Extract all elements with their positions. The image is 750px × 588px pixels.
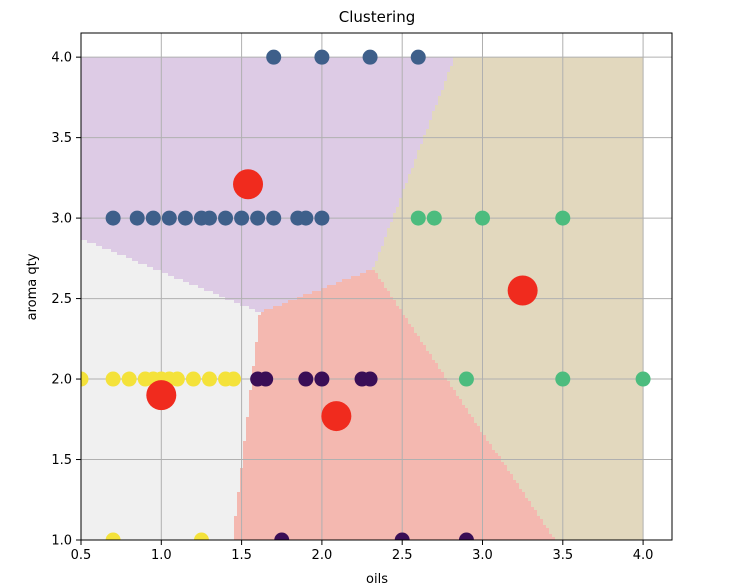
data-point [226, 371, 242, 387]
data-point [105, 532, 121, 540]
data-point [298, 210, 314, 226]
data-point [458, 371, 474, 387]
data-point [218, 210, 234, 226]
data-point [185, 371, 201, 387]
cluster-center [507, 275, 538, 306]
x-tick-label: 4.0 [633, 548, 654, 563]
x-axis-label: oils [366, 572, 388, 587]
x-tick-label: 2.0 [312, 548, 333, 563]
x-tick-label: 3.0 [472, 548, 493, 563]
data-point [314, 210, 330, 226]
data-point [474, 210, 490, 226]
data-point [258, 371, 274, 387]
data-point [266, 49, 282, 65]
data-point [250, 210, 266, 226]
data-point [129, 210, 145, 226]
ticks: 0.5 1.0 1.5 2.0 2.5 3.0 3.5 4.01.01.52.02.53.03… [51, 51, 653, 563]
data-point [314, 371, 330, 387]
y-tick-label: 2.0 [51, 373, 72, 388]
y-tick-label: 3.0 [51, 212, 72, 227]
data-point [201, 210, 217, 226]
data-point [266, 210, 282, 226]
data-point [410, 49, 426, 65]
decision-regions [81, 57, 644, 540]
y-tick-label: 4.0 [51, 51, 72, 66]
x-tick-label: 0.5 [71, 548, 92, 563]
y-axis-label: aroma qty [25, 253, 40, 320]
x-tick-label: 1.0 [151, 548, 172, 563]
data-point [105, 210, 121, 226]
data-point [555, 371, 571, 387]
data-point [458, 532, 474, 540]
data-point [394, 532, 410, 540]
cluster-region [81, 57, 453, 313]
cluster-center [146, 380, 177, 411]
plot-frame [80, 32, 673, 541]
x-tick-label: 3.5 [552, 548, 573, 563]
data-point [145, 210, 161, 226]
y-tick-label: 3.5 [51, 131, 72, 146]
data-point [193, 532, 209, 540]
data-point [105, 371, 121, 387]
data-point [274, 532, 290, 540]
y-tick-label: 1.5 [51, 453, 72, 468]
cluster-center [321, 401, 352, 432]
data-point [201, 371, 217, 387]
data-point [555, 210, 571, 226]
data-point [161, 210, 177, 226]
chart-title: Clustering [339, 8, 415, 26]
data-points [81, 49, 651, 540]
data-point [177, 210, 193, 226]
data-point [362, 49, 378, 65]
data-point [314, 49, 330, 65]
data-point [81, 371, 89, 387]
cluster-centers [146, 169, 538, 432]
x-tick-label: 1.5 [231, 548, 252, 563]
cluster-center [233, 169, 264, 200]
data-point [121, 371, 137, 387]
data-point [426, 210, 442, 226]
x-tick-label: 2.5 [392, 548, 413, 563]
cluster-region [234, 270, 555, 540]
y-tick-label: 2.5 [51, 292, 72, 307]
data-point [635, 371, 651, 387]
data-point [410, 210, 426, 226]
y-tick-label: 1.0 [51, 534, 72, 549]
data-point [169, 371, 185, 387]
data-point [362, 371, 378, 387]
data-point [298, 371, 314, 387]
data-point [234, 210, 250, 226]
